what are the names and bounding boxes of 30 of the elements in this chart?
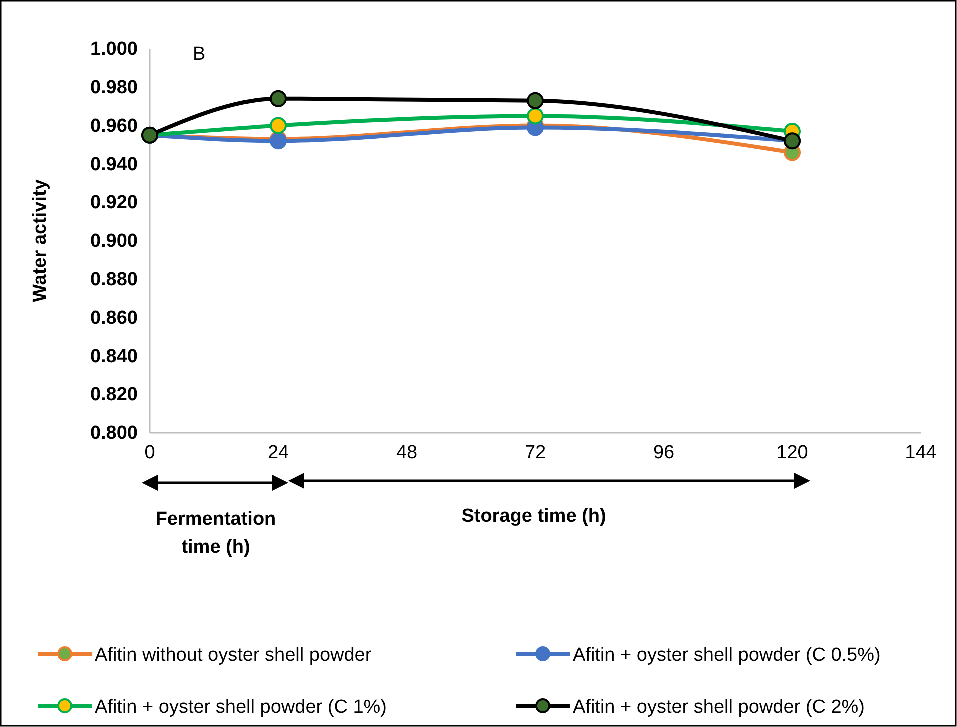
point [527,108,544,125]
y-tick-label: 0.860 [90,308,138,329]
point [527,92,544,110]
x-tick-label: 72 [524,442,546,464]
legend-label: Afitin + oyster shell powder (C 0.5%) [573,645,881,666]
annotation: B [193,44,206,65]
text: Storage time (h) [462,506,606,527]
point [270,90,287,108]
y-tick-label: 0.900 [90,231,138,252]
y-tick-label: 1.000 [90,39,138,60]
x-tick-label: 144 [905,442,938,464]
y-axis-title: Water activity [30,179,51,302]
y-tick-label: 0.880 [90,269,138,290]
y-tick-label: 0.980 [90,77,138,98]
legend-label: Afitin + oyster shell powder (C 1%) [95,697,387,718]
y-tick-label: 0.920 [90,192,138,214]
y-tick-label: 0.840 [90,346,138,368]
y-tick-label: 0.960 [90,116,138,137]
point [270,117,287,134]
x-tick-label: 24 [268,442,290,464]
legend-label: Afitin without oyster shell powder [95,645,372,666]
x-tick-label: 96 [653,442,675,464]
y-tick-label: 0.940 [90,154,138,176]
x-tick-label: 120 [776,442,808,464]
x-tick-label: 48 [396,442,418,464]
y-tick-label: 0.800 [90,423,138,444]
text: Fermentation time (h) [156,509,276,558]
x-tick-label: 0 [144,442,156,464]
legend-label: Afitin + oyster shell powder (C 2%) [573,697,865,718]
y-tick-label: 0.820 [90,384,138,406]
